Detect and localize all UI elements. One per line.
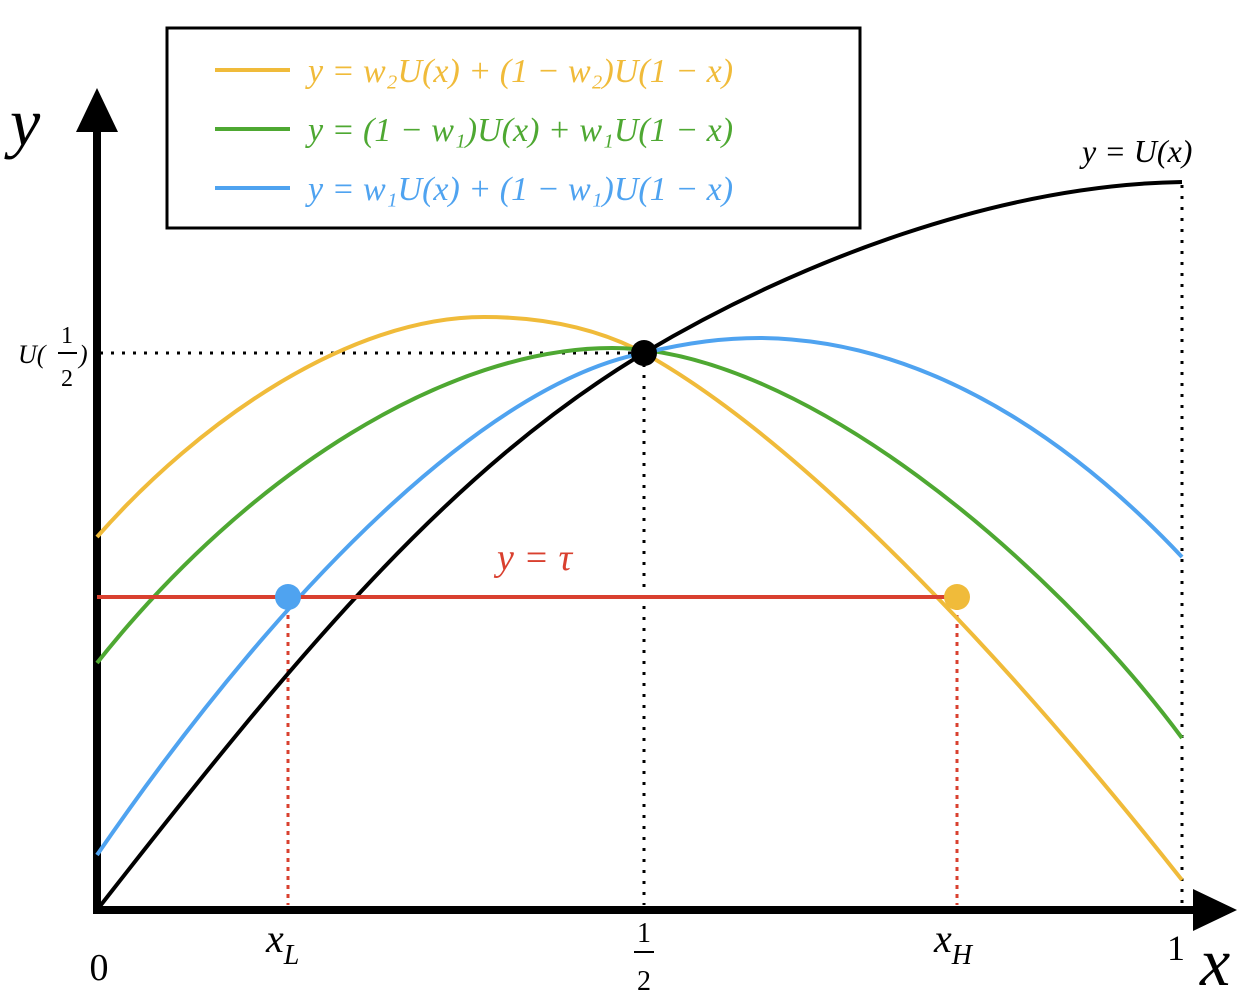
y-marker-denominator: 2 [61,366,73,392]
y-marker-numerator: 1 [61,323,73,349]
curve-1-w1 [95,345,1184,740]
x-label-sub: L [283,940,300,971]
y-axis-label: y [4,84,41,160]
point-low [275,584,301,610]
x-label-sub: H [951,940,974,971]
curve-u [95,180,1183,912]
point-half [631,340,657,366]
x-label-high: xH [933,916,974,971]
curves [95,180,1184,912]
curve-w2 [95,314,1184,882]
y-marker-prefix: U( [18,340,47,369]
x-label-base: x [933,916,952,961]
x-label-one: 1 [1167,928,1185,968]
x-arrow [1193,889,1237,931]
legend-label: y = (1 − w₁)U(x) + w₁U(1 − x) [305,112,733,149]
legend-label: y = w₁U(x) + (1 − w₁)U(1 − x) [305,171,733,208]
curve-label: y = U(x) [1079,133,1192,169]
point-high [944,584,970,610]
guides [100,185,1184,905]
legend-box [165,26,862,230]
x-label-half-denominator: 2 [637,966,651,997]
x-label-low: xL [265,916,299,971]
legend-label: y = w₂U(x) + (1 − w₂)U(1 − x) [305,53,733,90]
threshold-label: y = τ [493,537,574,579]
y-marker-suffix: ) [77,340,88,369]
x-label-half-numerator: 1 [637,918,651,949]
curve-w1 [95,335,1184,857]
x-label-base: x [265,916,284,961]
y-arrow [76,88,118,132]
x-axis-label: x [1199,924,1230,1000]
x-label-origin: 0 [90,947,109,989]
threshold-guides [286,597,959,905]
